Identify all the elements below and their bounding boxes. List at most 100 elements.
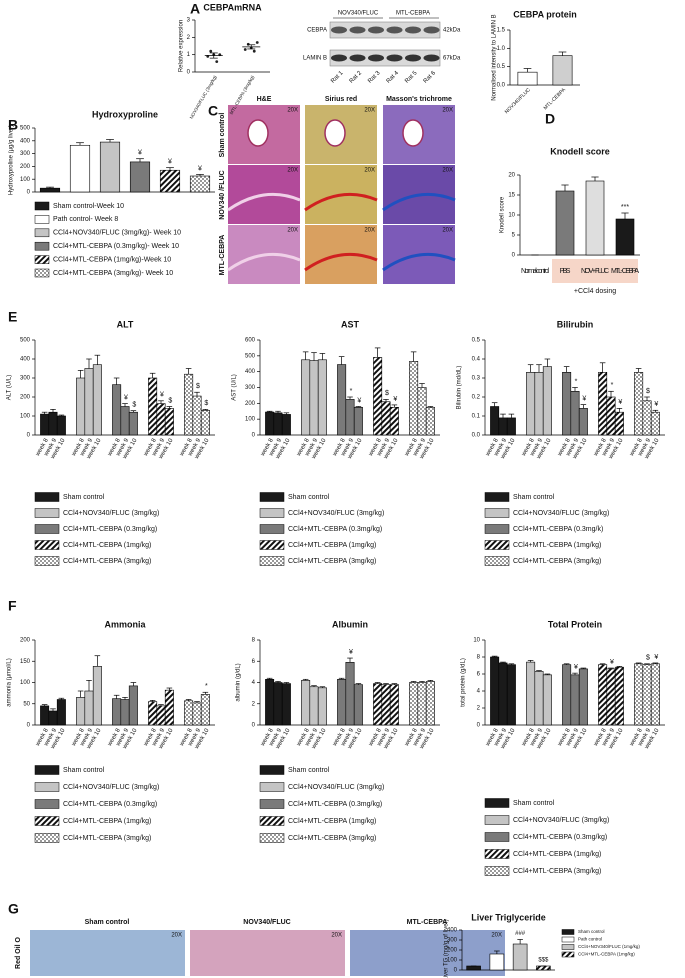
legend-swatch <box>259 540 285 550</box>
bar <box>265 411 275 436</box>
annotation: $ <box>132 402 136 409</box>
blot-group-label: MTL-CEBPA <box>396 11 430 17</box>
blot-band <box>423 54 440 62</box>
y-tick-label: 5 <box>512 233 516 239</box>
bar <box>650 663 660 726</box>
legend-label: CCl4+NOV340/FLUC (3mg/kg) <box>63 784 159 791</box>
bar <box>642 664 652 726</box>
legend-swatch <box>484 832 510 842</box>
annotation: $ <box>196 383 200 390</box>
bar <box>409 361 419 436</box>
legend-label: CCl4+MTL-CEBPA (0.3mg/kg) <box>63 526 157 533</box>
legend-label: CCl4+MTL-CEBPA (0.3mg/kg) <box>288 526 382 533</box>
y-tick-label: 0.2 <box>472 395 481 401</box>
bar <box>585 180 605 256</box>
bar <box>562 371 572 436</box>
bar <box>164 689 174 726</box>
septa <box>304 252 378 272</box>
blot-group-label: NOV340/FLUC <box>338 11 379 17</box>
bar <box>48 710 58 726</box>
bar <box>526 371 536 436</box>
data-point <box>246 42 250 46</box>
legend-swatch <box>484 866 510 876</box>
blot-band <box>349 26 366 34</box>
chart-title: Ammonia <box>104 619 146 629</box>
legend-swatch <box>34 201 50 211</box>
annotation: $ <box>204 400 208 407</box>
bar <box>128 685 138 726</box>
lane-label: Rat 5 <box>404 70 419 85</box>
bar <box>578 408 588 436</box>
column-header: Sham control <box>85 919 130 926</box>
legend-label: CCl4+MTL-CEBPA (3mg/kg) <box>513 868 601 875</box>
y-axis-label: total protein (g/dL) <box>461 658 467 707</box>
blot-band <box>405 54 421 62</box>
legend-label: CCl4+MTL-CEBPA (0.3mg/kg) <box>63 801 157 808</box>
y-tick-label: 200 <box>245 401 256 407</box>
legend-swatch <box>484 524 510 534</box>
row-header: NOV340 /FLUC <box>219 170 226 219</box>
legend-label: CCl4+MTL-CEBPA (1mg/kg) <box>63 818 151 825</box>
annotation: ¥ <box>393 396 397 403</box>
bar <box>92 364 102 436</box>
blot-size-label: 67kDa <box>443 56 461 62</box>
legend-label: CCl4+MTL-CEBPA (3mg/kg) <box>63 558 151 565</box>
chart-title: AST <box>341 319 360 329</box>
y-tick-label: 400 <box>447 928 458 934</box>
legend-swatch <box>484 508 510 518</box>
legend-swatch <box>259 492 285 502</box>
bar <box>506 664 516 726</box>
x-tick-label: MTL- CEBPA <box>611 268 639 275</box>
legend-label: CCl4+MTL-CEBPA (0.3mg/kg) <box>513 834 607 841</box>
row-header: Sham control <box>219 113 226 158</box>
bar <box>606 396 616 436</box>
bar <box>56 699 66 726</box>
bar <box>536 965 551 971</box>
y-tick-label: 100 <box>245 417 256 423</box>
panel-letter: G <box>8 901 19 917</box>
bar <box>128 411 138 436</box>
y-tick-label: 100 <box>447 958 458 964</box>
bar <box>542 674 552 726</box>
y-axis-label: AST (U/L) <box>232 374 238 401</box>
legend-label: CCl4+MTL-CEBPA (1mg/kg) <box>513 542 601 549</box>
blot-band <box>386 54 403 62</box>
bar <box>317 687 327 726</box>
legend-label: CCl4+MTL-CEBPA (1mg/kg) <box>578 952 635 957</box>
annotation: ¥ <box>654 654 658 661</box>
y-tick-label: 200 <box>447 948 458 954</box>
row-header: Red Oil O <box>15 937 22 969</box>
bar <box>40 413 50 436</box>
y-tick-label: 500 <box>20 126 31 132</box>
y-tick-label: 6 <box>477 672 481 678</box>
blot-strip <box>329 21 441 39</box>
legend-swatch <box>259 556 285 566</box>
legend-label: CCl4+MTL-CEBPA (1mg/kg) <box>288 542 376 549</box>
legend-label: CCl4+MTL-CEBPA (3mg/kg) <box>63 835 151 842</box>
annotation: *** <box>621 204 629 211</box>
y-tick-label: 0 <box>252 723 256 729</box>
legend-swatch <box>484 556 510 566</box>
y-tick-label: 0 <box>27 723 31 729</box>
magnification: 20X <box>171 933 182 939</box>
lane-label: Rat 4 <box>386 70 401 85</box>
bar <box>353 684 363 726</box>
y-tick-label: 50 <box>23 701 30 707</box>
legend-swatch <box>34 816 60 826</box>
y-axis-label: Knodell score <box>500 196 506 233</box>
y-tick-label: 500 <box>20 338 31 344</box>
chart-title: Albumin <box>332 619 368 629</box>
data-point <box>215 60 219 63</box>
annotation: ¥ <box>618 399 622 406</box>
data-point <box>209 49 213 53</box>
legend-label: Path control <box>578 937 602 942</box>
blot-row-label: CEBPA <box>307 28 327 34</box>
x-tick-label: MTL-CEBPA <box>543 87 568 112</box>
y-tick-label: 400 <box>20 138 31 144</box>
annotation: ¥ <box>610 659 614 666</box>
y-tick-label: 300 <box>245 385 256 391</box>
legend-swatch <box>34 492 60 502</box>
bar <box>164 408 174 436</box>
annotation: $ <box>168 397 172 404</box>
